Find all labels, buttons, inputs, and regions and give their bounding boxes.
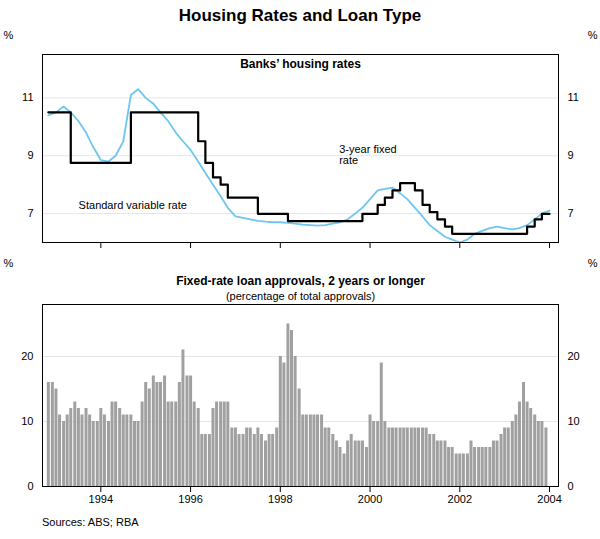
svg-text:20: 20 xyxy=(21,350,33,362)
svg-text:Fixed-rate loan approvals, 2 y: Fixed-rate loan approvals, 2 years or lo… xyxy=(176,274,425,288)
svg-text:0: 0 xyxy=(27,480,33,492)
svg-text:7: 7 xyxy=(568,207,574,219)
svg-text:9: 9 xyxy=(27,149,33,161)
svg-text:(percentage of total approvals: (percentage of total approvals) xyxy=(226,290,375,302)
svg-text:10: 10 xyxy=(568,415,580,427)
svg-text:2000: 2000 xyxy=(358,493,382,505)
svg-text:0: 0 xyxy=(568,480,574,492)
svg-text:9: 9 xyxy=(568,149,574,161)
svg-text:3-year fixedrate: 3-year fixedrate xyxy=(339,143,396,166)
svg-text:10: 10 xyxy=(21,415,33,427)
svg-text:Banks’ housing rates: Banks’ housing rates xyxy=(240,57,361,71)
svg-text:1998: 1998 xyxy=(268,493,292,505)
svg-text:20: 20 xyxy=(568,350,580,362)
svg-text:Standard variable rate: Standard variable rate xyxy=(79,199,187,211)
svg-text:2004: 2004 xyxy=(537,493,561,505)
svg-text:%: % xyxy=(588,257,598,269)
html-text:Housing Rates and Loan Type: Housing Rates and Loan Type xyxy=(178,6,422,25)
html-text:Sources: ABS; RBA: Sources: ABS; RBA xyxy=(42,516,139,528)
svg-text:%: % xyxy=(4,29,14,41)
svg-text:11: 11 xyxy=(22,91,33,103)
svg-text:7: 7 xyxy=(27,207,33,219)
svg-text:1994: 1994 xyxy=(89,493,113,505)
svg-text:%: % xyxy=(588,29,598,41)
svg-text:%: % xyxy=(4,257,14,269)
svg-text:11: 11 xyxy=(568,91,579,103)
svg-text:1996: 1996 xyxy=(178,493,202,505)
svg-text:2002: 2002 xyxy=(448,493,472,505)
